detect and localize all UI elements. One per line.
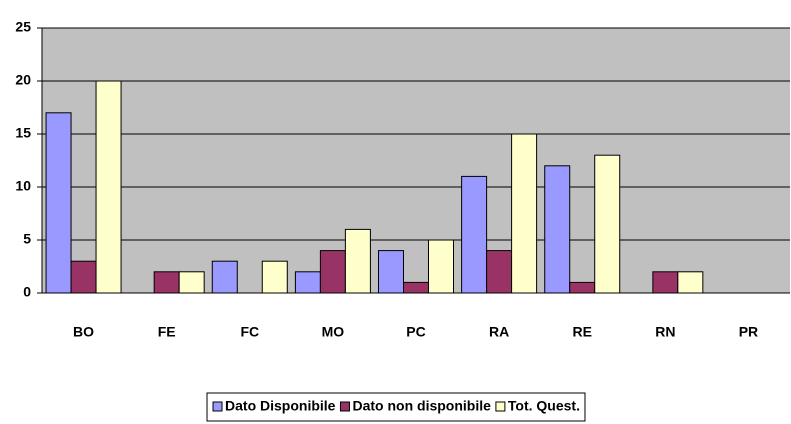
plot-area — [42, 28, 790, 293]
bar — [153, 271, 180, 294]
legend-swatch — [495, 401, 506, 412]
bar — [95, 80, 122, 294]
y-tick-label: 0 — [23, 284, 31, 300]
bar — [378, 250, 404, 294]
bar — [319, 250, 346, 294]
legend-swatch — [339, 401, 350, 412]
bar — [403, 281, 429, 294]
x-tick-label: FE — [158, 324, 176, 340]
x-tick-label: RE — [572, 324, 591, 340]
y-tick-label: 5 — [23, 231, 31, 247]
y-tick-label: 25 — [15, 19, 31, 35]
legend-label: Dato Disponibile — [225, 398, 336, 414]
x-tick-label: BO — [73, 324, 94, 340]
bar — [344, 228, 371, 294]
bar — [461, 175, 488, 294]
bar — [652, 271, 679, 294]
legend-label: Tot. Quest. — [508, 398, 580, 414]
bar — [677, 271, 704, 294]
bar — [428, 239, 454, 294]
bar — [544, 165, 571, 294]
x-tick-label: PC — [406, 324, 425, 340]
legend-label: Dato non disponibile — [352, 398, 491, 414]
bar — [511, 133, 538, 294]
x-tick-label: RA — [489, 324, 509, 340]
y-tick-label: 10 — [15, 178, 31, 194]
x-tick-label: RN — [655, 324, 675, 340]
bar — [294, 271, 321, 294]
legend-box — [206, 392, 586, 422]
y-tick-label: 15 — [15, 125, 31, 141]
bar — [594, 154, 621, 294]
bar — [261, 260, 288, 294]
bar — [569, 281, 596, 294]
bar — [178, 271, 205, 294]
x-tick-label: MO — [322, 324, 345, 340]
bar — [211, 260, 238, 294]
bar — [486, 250, 513, 294]
y-tick-label: 20 — [15, 72, 31, 88]
x-tick-label: FC — [240, 324, 259, 340]
bar — [45, 112, 72, 294]
legend-swatch — [212, 401, 223, 412]
x-tick-label: PR — [739, 324, 758, 340]
bar — [70, 260, 97, 294]
